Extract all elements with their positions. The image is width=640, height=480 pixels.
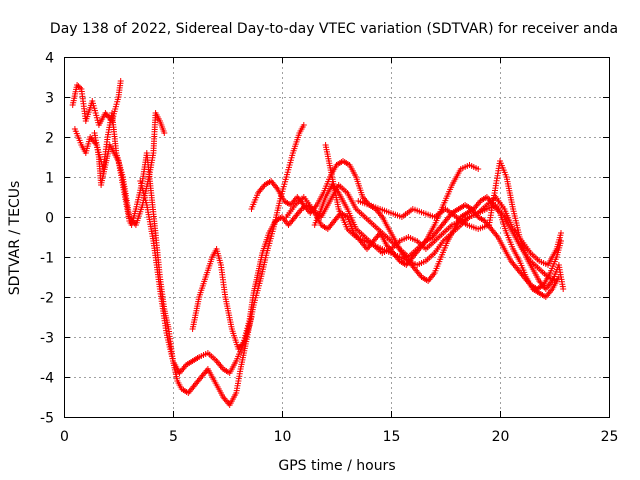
y-tick-label: 4 — [45, 51, 54, 67]
series-markers — [91, 122, 307, 408]
y-axis-label: SDTVAR / TECUs — [7, 181, 23, 296]
series-sat-3 — [91, 122, 307, 408]
series-sat-4 — [137, 178, 564, 376]
series-markers — [355, 158, 567, 292]
y-tick-label: -2 — [40, 291, 54, 307]
y-tick-label: 2 — [45, 131, 54, 147]
x-tick-label: 10 — [274, 429, 292, 445]
x-tick-label: 25 — [601, 429, 619, 445]
grid — [64, 57, 609, 417]
series-sat-6 — [248, 158, 562, 300]
series-line — [94, 124, 305, 406]
y-tick-label: -4 — [40, 371, 54, 387]
x-tick-label: 0 — [60, 429, 69, 445]
y-tick-label: -5 — [40, 411, 54, 427]
series-sat-5 — [189, 246, 255, 352]
y-tick-label: -3 — [40, 331, 54, 347]
series-sat-9 — [322, 142, 564, 268]
series-markers — [322, 142, 564, 268]
y-tick-label: 1 — [45, 171, 54, 187]
chart-title: Day 138 of 2022, Sidereal Day-to-day VTE… — [50, 21, 618, 37]
y-tick-label: -1 — [40, 251, 54, 267]
x-tick-label: 15 — [383, 429, 401, 445]
series-sat-10 — [355, 158, 567, 292]
x-axis-label: GPS time / hours — [278, 458, 395, 474]
x-tick-label: 20 — [492, 429, 510, 445]
y-tick-label: 3 — [45, 91, 54, 107]
x-tick-label: 5 — [169, 429, 178, 445]
data-series — [69, 78, 567, 408]
series-markers — [137, 178, 564, 376]
plot-frame — [64, 57, 610, 418]
y-tick-label: 0 — [45, 211, 54, 227]
axis-ticks: 0 5 10 15 20 25 -5 -4 -3 -2 -1 0 1 2 3 4 — [40, 51, 618, 446]
series-markers — [189, 246, 255, 352]
